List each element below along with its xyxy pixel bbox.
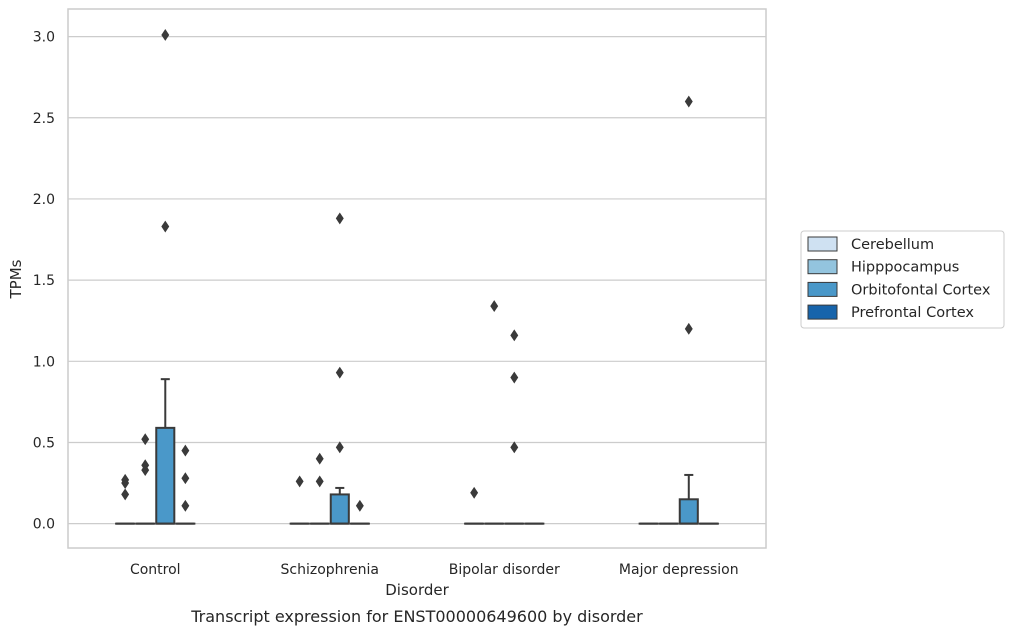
- outlier-point: [335, 366, 344, 379]
- outlier-point: [315, 475, 324, 488]
- y-tick-label: 2.5: [33, 111, 55, 127]
- outlier-point: [510, 329, 519, 342]
- outlier-point: [335, 441, 344, 454]
- legend-label-orbitofontal-cortex: Orbitofontal Cortex: [851, 282, 991, 298]
- outlier-point: [141, 433, 150, 446]
- outlier-markers: [121, 29, 693, 512]
- legend-frame: [800, 230, 1005, 329]
- box-body: [678, 498, 699, 525]
- outlier-point: [355, 499, 364, 512]
- x-axis-ticks: Control Schizophrenia Bipolar disorder Majo…: [130, 562, 739, 578]
- outlier-point: [470, 486, 479, 499]
- legend-swatch-hipppocampus: [807, 259, 838, 275]
- outlier-point: [181, 499, 190, 512]
- legend-items: Cerebellum Hipppocampus Orbitofontal Corte…: [807, 236, 991, 321]
- plot-area-frame: [67, 8, 767, 549]
- y-axis-ticks: 0.0 0.5 1.0 1.5 2.0 2.5 3.0: [33, 30, 55, 533]
- box-body: [155, 426, 176, 525]
- legend-swatch-cerebellum: [807, 236, 838, 252]
- outlier-point: [335, 212, 344, 225]
- x-tick-label: Bipolar disorder: [449, 562, 560, 578]
- outlier-point: [121, 488, 130, 501]
- chart-caption: Transcript expression for ENST0000064960…: [190, 607, 643, 626]
- legend-label-cerebellum: Cerebellum: [851, 237, 934, 253]
- legend-label-hipppocampus: Hipppocampus: [851, 260, 959, 276]
- y-tick-label: 0.0: [33, 517, 55, 533]
- legend-label-prefrontal-cortex: Prefrontal Cortex: [851, 305, 974, 321]
- x-tick-label: Major depression: [619, 562, 739, 578]
- outlier-point: [490, 300, 499, 313]
- outlier-point: [510, 441, 519, 454]
- outlier-point: [295, 475, 304, 488]
- x-tick-label: Schizophrenia: [281, 562, 379, 578]
- legend-swatch-orbitofontal-cortex: [807, 281, 838, 297]
- y-tick-label: 3.0: [33, 30, 55, 46]
- outlier-point: [315, 452, 324, 465]
- y-tick-label: 2.0: [33, 192, 55, 208]
- y-tick-label: 0.5: [33, 435, 55, 451]
- outlier-point: [684, 322, 693, 335]
- outlier-point: [121, 473, 130, 486]
- outlier-point: [181, 472, 190, 485]
- outlier-point: [684, 95, 693, 108]
- y-tick-label: 1.0: [33, 354, 55, 370]
- outlier-point: [161, 220, 170, 233]
- box-control-orbitofontal-cortex: [155, 378, 176, 525]
- box-major-depression-orbitofontal-cortex: [678, 473, 699, 525]
- x-tick-label: Control: [130, 562, 181, 578]
- box-plot-boxes: [115, 378, 719, 525]
- y-tick-label: 1.5: [33, 273, 55, 289]
- x-axis-label: Disorder: [385, 581, 449, 599]
- outlier-point: [161, 29, 170, 41]
- y-axis-label: TPMs: [7, 259, 25, 299]
- outlier-point: [510, 371, 519, 384]
- outlier-point: [141, 459, 150, 472]
- legend-swatch-prefrontal-cortex: [807, 304, 838, 320]
- box-schizophrenia-orbitofontal-cortex: [329, 486, 350, 525]
- box-body: [329, 493, 350, 525]
- legend: Cerebellum Hipppocampus Orbitofontal Corte…: [800, 230, 1005, 329]
- grid-lines: [68, 35, 766, 525]
- outlier-point: [181, 444, 190, 457]
